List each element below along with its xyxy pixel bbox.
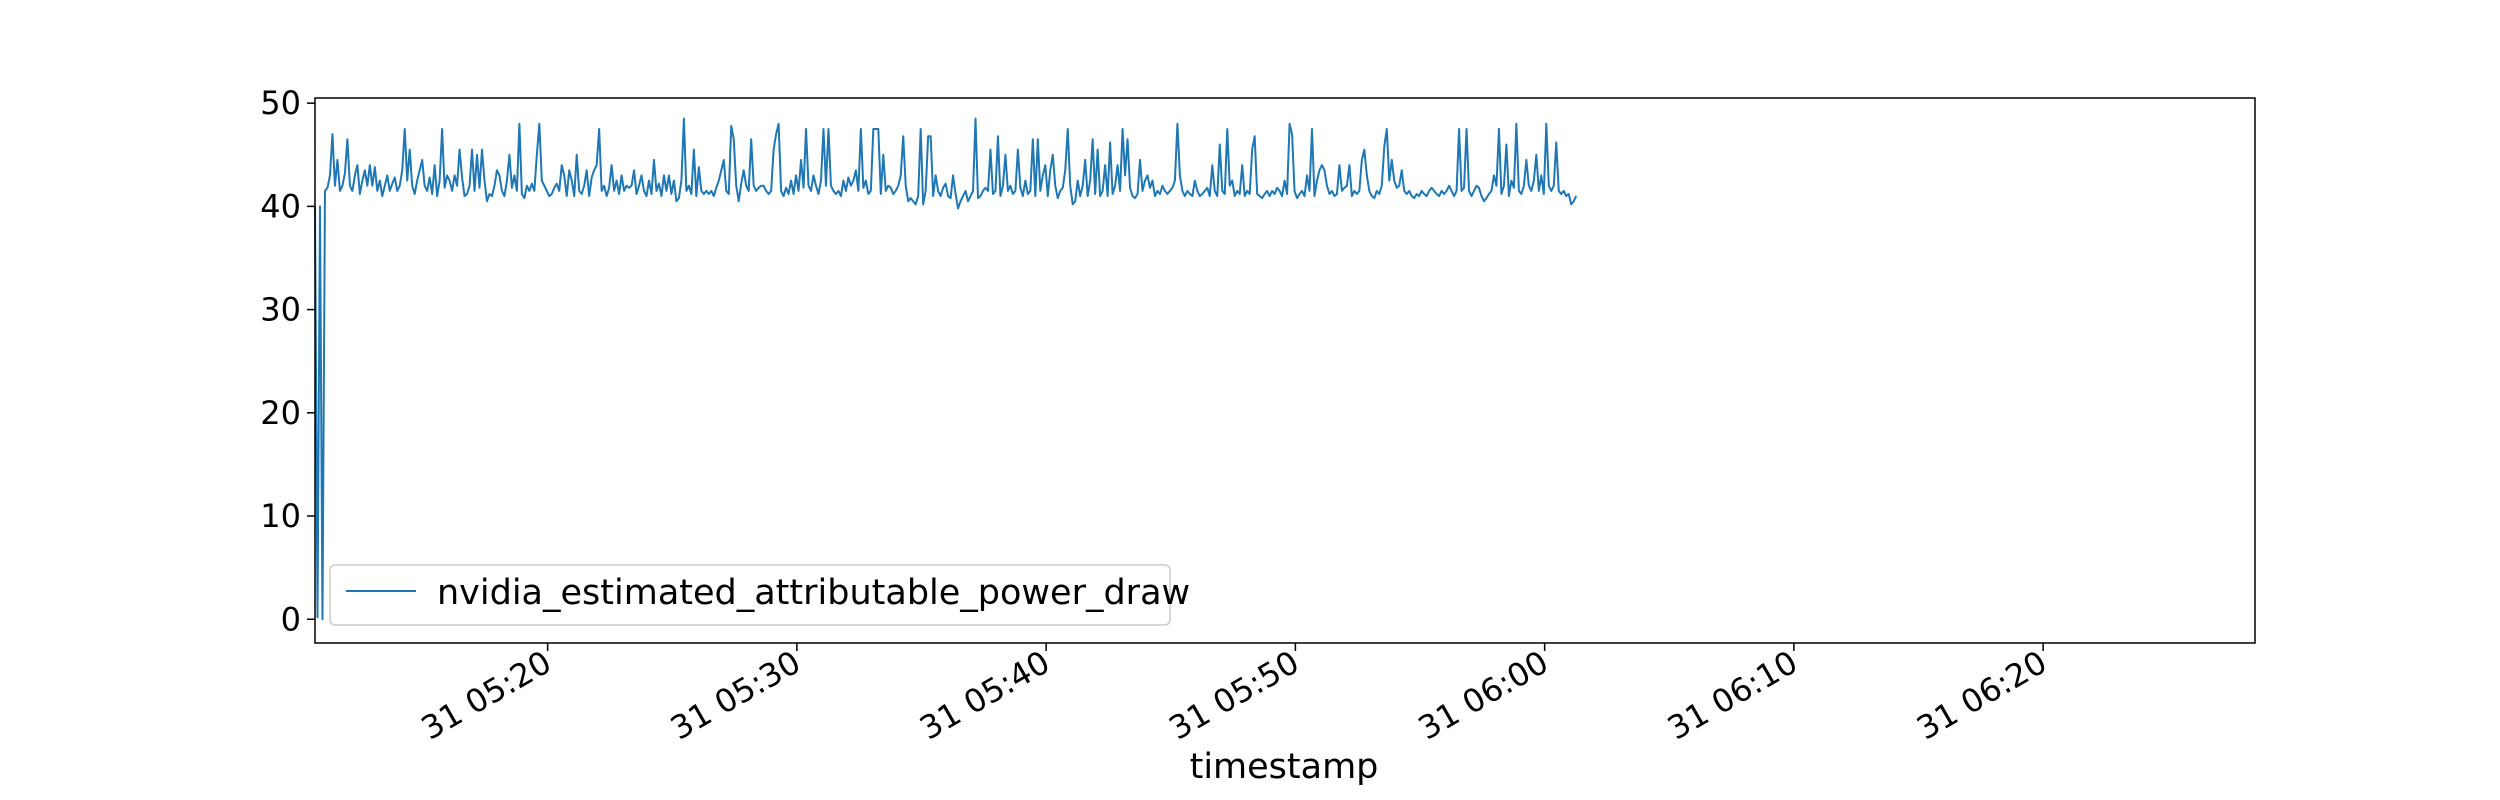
- y-tick-label: 50: [260, 84, 301, 122]
- y-axis: 0 10 20 30 40 50: [260, 84, 315, 638]
- y-tick-label: 40: [260, 187, 301, 225]
- series-line-0: [314, 117, 1578, 621]
- plot-area: [314, 117, 1578, 621]
- legend-label: nvidia_estimated_attributable_power_draw: [437, 573, 1190, 613]
- y-tick-label: 30: [260, 291, 301, 329]
- y-tick-label: 0: [281, 600, 301, 638]
- y-tick-label: 10: [260, 497, 301, 535]
- y-tick-label: 20: [260, 394, 301, 432]
- legend-box: [329, 564, 1171, 626]
- plot-frame: [314, 97, 2256, 644]
- x-axis-label: timestamp: [1190, 747, 1379, 787]
- legend: nvidia_estimated_attributable_power_draw: [329, 564, 1190, 626]
